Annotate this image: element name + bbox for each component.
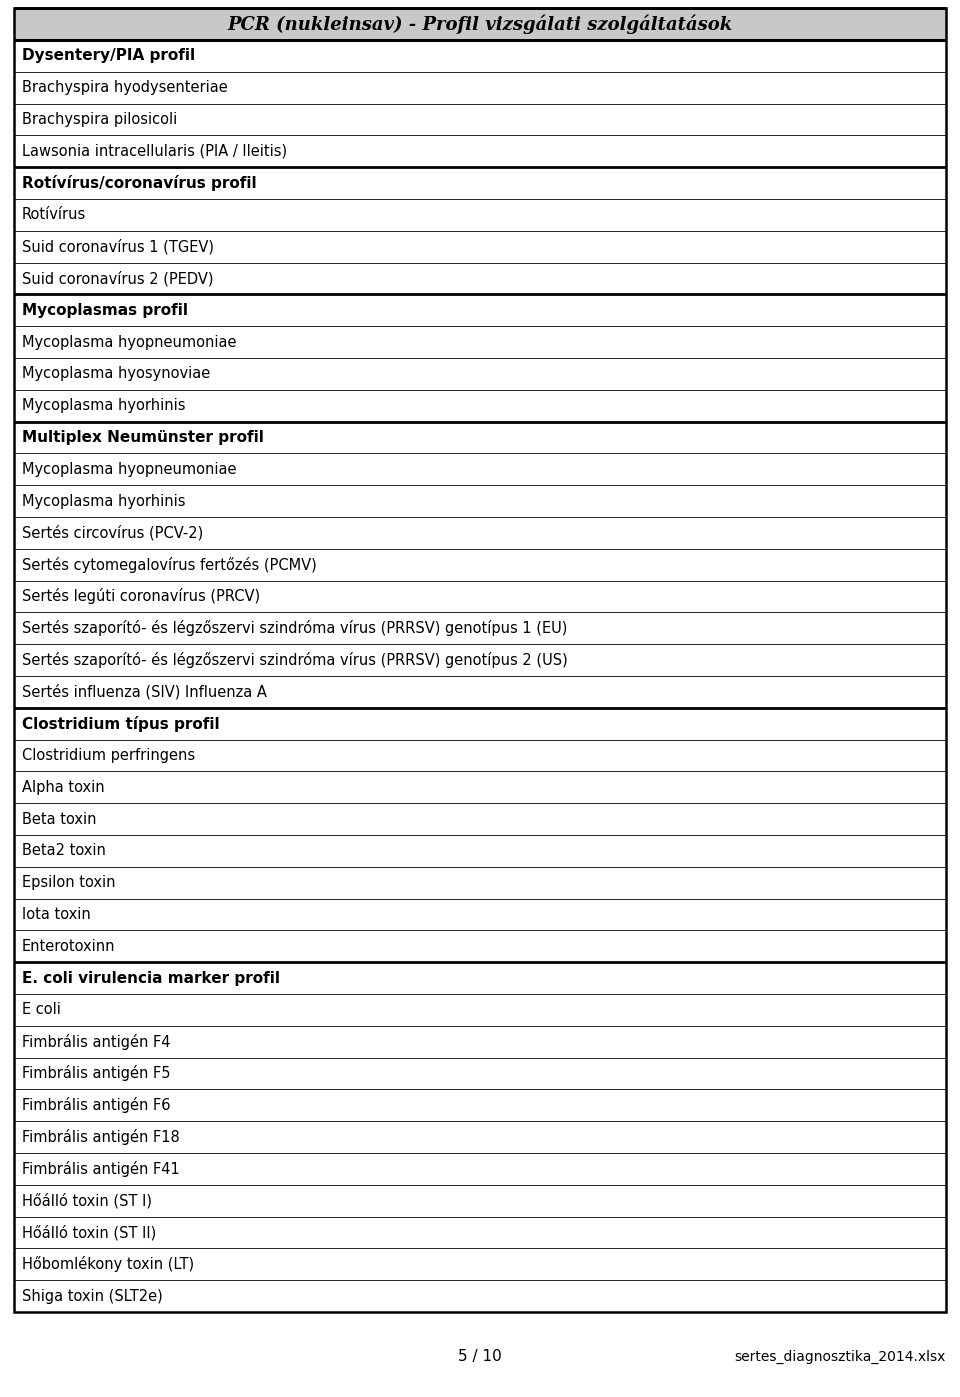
Text: Mycoplasma hyopneumoniae: Mycoplasma hyopneumoniae xyxy=(22,335,236,349)
Text: Sertés circovírus (PCV-2): Sertés circovírus (PCV-2) xyxy=(22,525,204,541)
Text: Dysentery/PIA profil: Dysentery/PIA profil xyxy=(22,49,195,63)
Text: Sertés szaporító- és légzőszervi szindróma vírus (PRRSV) genotípus 1 (EU): Sertés szaporító- és légzőszervi szindró… xyxy=(22,620,567,636)
Text: Suid coronavírus 1 (TGEV): Suid coronavírus 1 (TGEV) xyxy=(22,239,214,254)
Text: Sertés legúti coronavírus (PRCV): Sertés legúti coronavírus (PRCV) xyxy=(22,588,260,605)
Text: Fimbrális antigén F6: Fimbrális antigén F6 xyxy=(22,1097,171,1113)
Text: Sertés cytomegalovírus fertőzés (PCMV): Sertés cytomegalovírus fertőzés (PCMV) xyxy=(22,556,317,573)
Text: Mycoplasma hyorhinis: Mycoplasma hyorhinis xyxy=(22,398,185,414)
Text: Multiplex Neumünster profil: Multiplex Neumünster profil xyxy=(22,430,264,446)
Text: Enterotoxinn: Enterotoxinn xyxy=(22,939,115,954)
Text: 5 / 10: 5 / 10 xyxy=(458,1350,502,1365)
Text: Hőbomlékony toxin (LT): Hőbomlékony toxin (LT) xyxy=(22,1256,194,1273)
Text: Brachyspira pilosicoli: Brachyspira pilosicoli xyxy=(22,112,178,127)
Text: Suid coronavírus 2 (PEDV): Suid coronavírus 2 (PEDV) xyxy=(22,271,213,286)
Text: Sertés szaporító- és légzőszervi szindróma vírus (PRRSV) genotípus 2 (US): Sertés szaporító- és légzőszervi szindró… xyxy=(22,652,567,668)
Text: Beta2 toxin: Beta2 toxin xyxy=(22,844,106,858)
Bar xyxy=(14,8,946,41)
Text: Iota toxin: Iota toxin xyxy=(22,907,91,922)
Text: Fimbrális antigén F5: Fimbrális antigén F5 xyxy=(22,1066,171,1081)
Text: Fimbrális antigén F41: Fimbrális antigén F41 xyxy=(22,1161,180,1176)
Text: Alpha toxin: Alpha toxin xyxy=(22,780,105,795)
Text: Shiga toxin (SLT2e): Shiga toxin (SLT2e) xyxy=(22,1288,163,1303)
Text: Sertés influenza (SIV) Influenza A: Sertés influenza (SIV) Influenza A xyxy=(22,685,267,700)
Text: Hőálló toxin (ST I): Hőálló toxin (ST I) xyxy=(22,1193,152,1208)
Text: Lawsonia intracellularis (PIA / Ileitis): Lawsonia intracellularis (PIA / Ileitis) xyxy=(22,144,287,159)
Text: Fimbrális antigén F4: Fimbrális antigén F4 xyxy=(22,1034,171,1049)
Text: Mycoplasma hyosynoviae: Mycoplasma hyosynoviae xyxy=(22,366,210,381)
Text: Epsilon toxin: Epsilon toxin xyxy=(22,875,115,890)
Text: Mycoplasmas profil: Mycoplasmas profil xyxy=(22,303,188,317)
Text: Mycoplasma hyorhinis: Mycoplasma hyorhinis xyxy=(22,493,185,509)
Text: Fimbrális antigén F18: Fimbrális antigén F18 xyxy=(22,1129,180,1146)
Text: Hőálló toxin (ST II): Hőálló toxin (ST II) xyxy=(22,1225,156,1241)
Text: Rotívírus/coronavírus profil: Rotívírus/coronavírus profil xyxy=(22,175,256,191)
Text: Clostridium típus profil: Clostridium típus profil xyxy=(22,715,220,732)
Text: Clostridium perfringens: Clostridium perfringens xyxy=(22,747,195,763)
Text: PCR (nukleinsav) - Profil vizsgálati szolgáltatások: PCR (nukleinsav) - Profil vizsgálati szo… xyxy=(228,14,732,34)
Text: Rotívírus: Rotívírus xyxy=(22,207,86,222)
Text: Beta toxin: Beta toxin xyxy=(22,812,97,827)
Text: E. coli virulencia marker profil: E. coli virulencia marker profil xyxy=(22,971,280,986)
Text: E coli: E coli xyxy=(22,1003,60,1017)
Text: Brachyspira hyodysenteriae: Brachyspira hyodysenteriae xyxy=(22,80,228,95)
Text: sertes_diagnosztika_2014.xlsx: sertes_diagnosztika_2014.xlsx xyxy=(734,1350,946,1363)
Text: Mycoplasma hyopneumoniae: Mycoplasma hyopneumoniae xyxy=(22,462,236,476)
